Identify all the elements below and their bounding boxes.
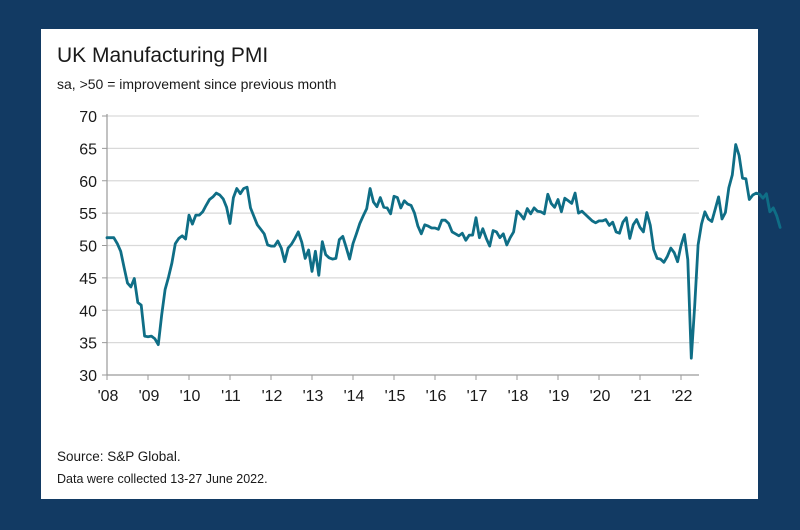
series-line-0 <box>105 143 782 360</box>
y-tick-labels: 30 35 40 45 50 55 60 65 70 <box>79 109 97 385</box>
x-tick-label-6: '14 <box>344 388 365 405</box>
y-tick-label-45: 45 <box>79 271 97 288</box>
x-tick-label-8: '16 <box>426 388 447 405</box>
chart-title: UK Manufacturing PMI <box>57 44 269 67</box>
x-tick-label-2: '10 <box>180 388 201 405</box>
y-tick-label-55: 55 <box>79 206 97 223</box>
x-tick-label-10: '18 <box>508 388 529 405</box>
x-tick-label-12: '20 <box>590 388 611 405</box>
series-layer <box>105 143 782 360</box>
x-tick-label-7: '15 <box>385 388 406 405</box>
y-tick-label-70: 70 <box>79 109 97 126</box>
x-tick-label-11: '19 <box>549 388 570 405</box>
source-note: Source: S&P Global. <box>57 449 181 464</box>
gridlines <box>107 115 699 344</box>
x-tick-label-14: '22 <box>672 388 693 405</box>
y-tick-label-65: 65 <box>79 141 97 158</box>
collection-note: Data were collected 13-27 June 2022. <box>57 472 268 486</box>
x-tick-label-9: '17 <box>467 388 488 405</box>
y-tick-label-60: 60 <box>79 174 97 191</box>
x-tick-label-3: '11 <box>221 388 241 405</box>
chart-subtitle: sa, >50 = improvement since previous mon… <box>57 76 337 92</box>
y-tick-label-35: 35 <box>79 336 97 353</box>
x-tick-label-13: '21 <box>631 388 652 405</box>
x-tick-label-1: '09 <box>139 388 160 405</box>
y-tick-label-40: 40 <box>79 303 97 320</box>
x-tick-label-4: '12 <box>262 388 283 405</box>
x-tick-label-0: '08 <box>98 388 119 405</box>
x-tick-label-5: '13 <box>303 388 324 405</box>
axes <box>102 114 699 380</box>
y-tick-label-30: 30 <box>79 368 97 385</box>
x-tick-labels: '08 '09 '10 '11 '12 '13 '14 '15 '16 '17 '18 '19 '20 '… <box>98 388 693 405</box>
chart-card <box>41 29 758 499</box>
y-tick-label-50: 50 <box>79 239 97 256</box>
